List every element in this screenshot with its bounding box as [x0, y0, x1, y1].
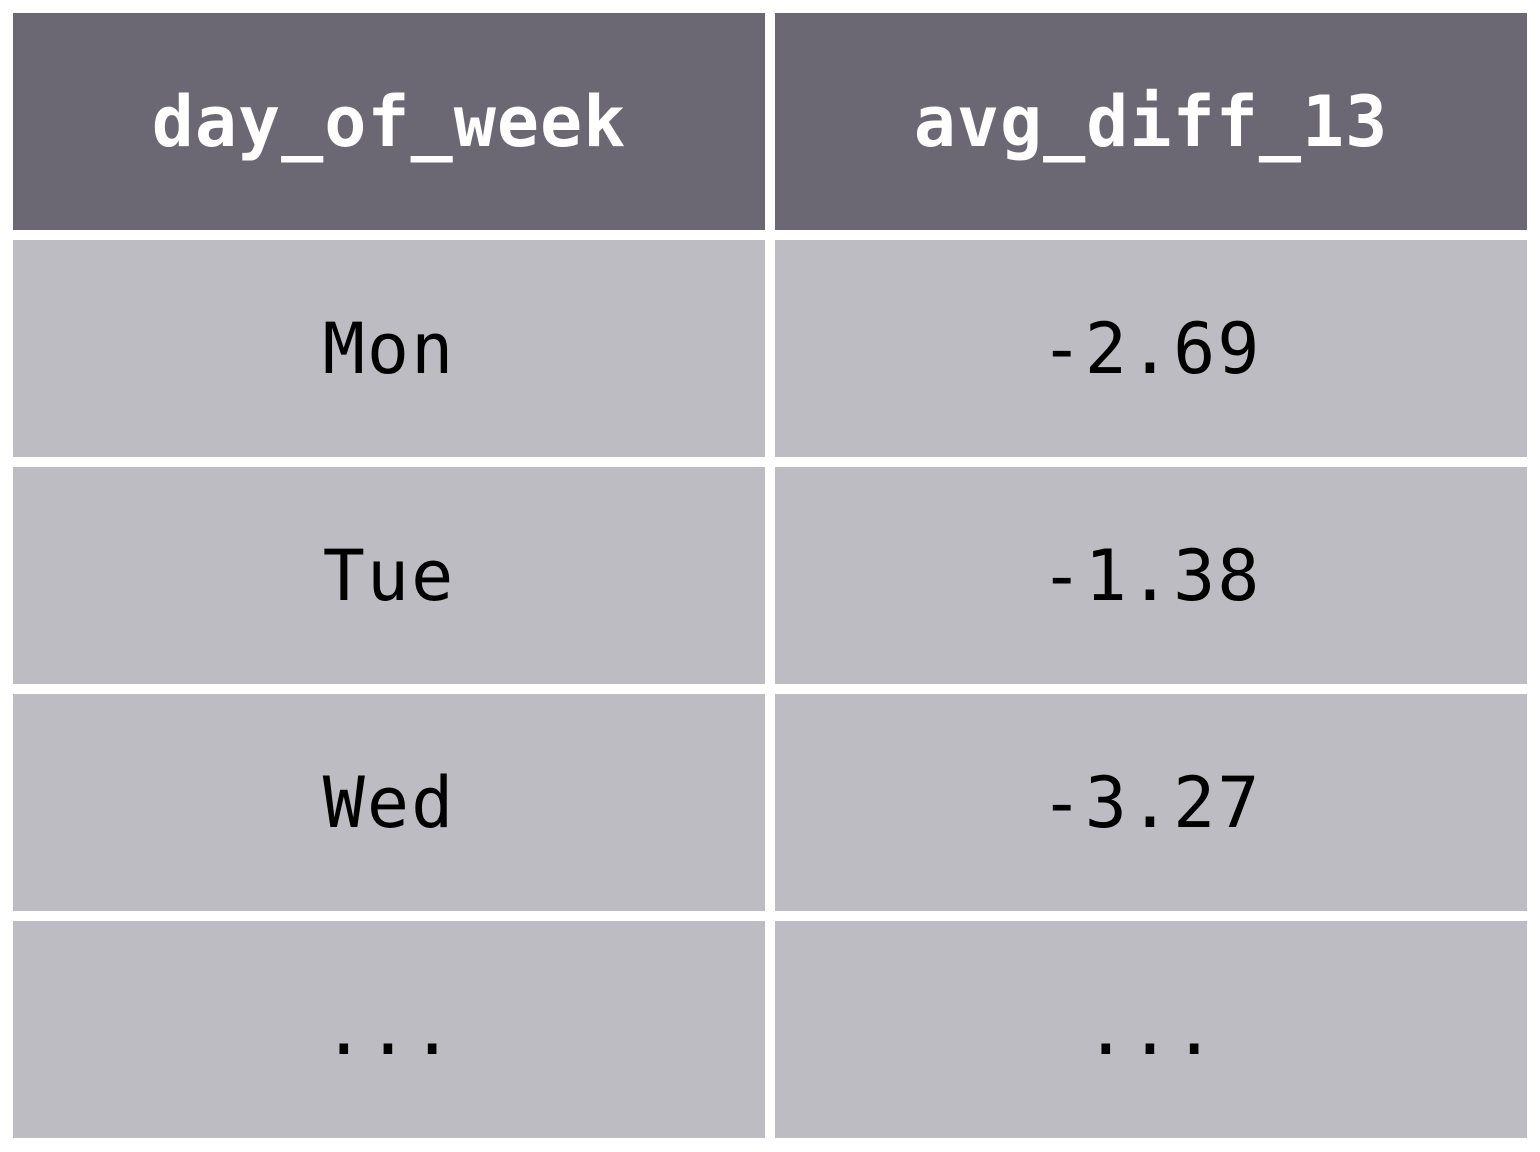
- table-cell-value-ellipsis: ...: [775, 921, 1527, 1138]
- table-cell-day: Mon: [13, 240, 765, 457]
- table-cell-value: -2.69: [775, 240, 1527, 457]
- table-cell-day: Tue: [13, 467, 765, 684]
- table-cell-day: Wed: [13, 694, 765, 911]
- table-cell-value: -3.27: [775, 694, 1527, 911]
- table-cell-day-ellipsis: ...: [13, 921, 765, 1138]
- data-table: day_of_week avg_diff_13 Mon -2.69 Tue -1…: [13, 13, 1527, 1138]
- table-cell-value: -1.38: [775, 467, 1527, 684]
- column-header-avg-diff-13: avg_diff_13: [775, 13, 1527, 230]
- column-header-day-of-week: day_of_week: [13, 13, 765, 230]
